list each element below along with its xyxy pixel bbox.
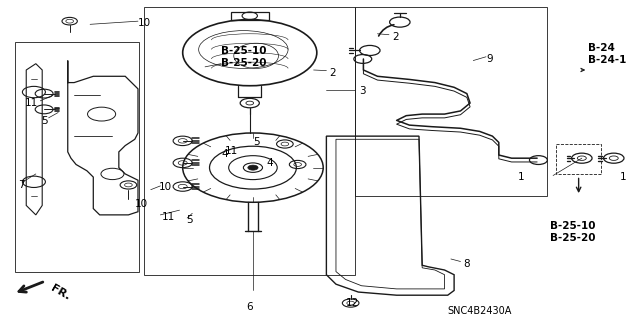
Text: SNC4B2430A: SNC4B2430A: [447, 306, 512, 316]
Text: 2: 2: [392, 32, 399, 42]
Text: 12: 12: [346, 298, 359, 308]
Text: 9: 9: [486, 54, 493, 64]
Text: 1: 1: [518, 172, 524, 182]
Text: 5: 5: [186, 215, 193, 225]
Bar: [145, 7, 355, 275]
Text: 2: 2: [330, 68, 336, 78]
Text: 7: 7: [19, 180, 25, 190]
Text: B-24
B-24-1: B-24 B-24-1: [588, 43, 627, 65]
Text: B-25-10
B-25-20: B-25-10 B-25-20: [550, 221, 595, 243]
Text: 5: 5: [41, 116, 47, 126]
Text: FR.: FR.: [49, 283, 71, 301]
Text: 8: 8: [463, 259, 470, 269]
Circle shape: [248, 165, 258, 170]
Text: 11: 11: [225, 145, 238, 156]
Bar: [556, 144, 601, 174]
Text: 4: 4: [221, 149, 228, 159]
Text: 4: 4: [266, 158, 273, 168]
Text: 11: 11: [163, 212, 175, 222]
Bar: [355, 7, 547, 196]
Bar: [230, 12, 269, 19]
Text: 10: 10: [159, 182, 172, 192]
Text: 5: 5: [253, 137, 260, 147]
Text: 3: 3: [360, 86, 366, 96]
Text: 10: 10: [138, 18, 151, 28]
Text: 10: 10: [135, 199, 148, 209]
Text: 6: 6: [246, 302, 253, 312]
Text: B-25-10
B-25-20: B-25-10 B-25-20: [221, 46, 266, 68]
Bar: [15, 42, 140, 271]
Text: 1: 1: [620, 172, 627, 182]
Text: 11: 11: [24, 98, 38, 108]
